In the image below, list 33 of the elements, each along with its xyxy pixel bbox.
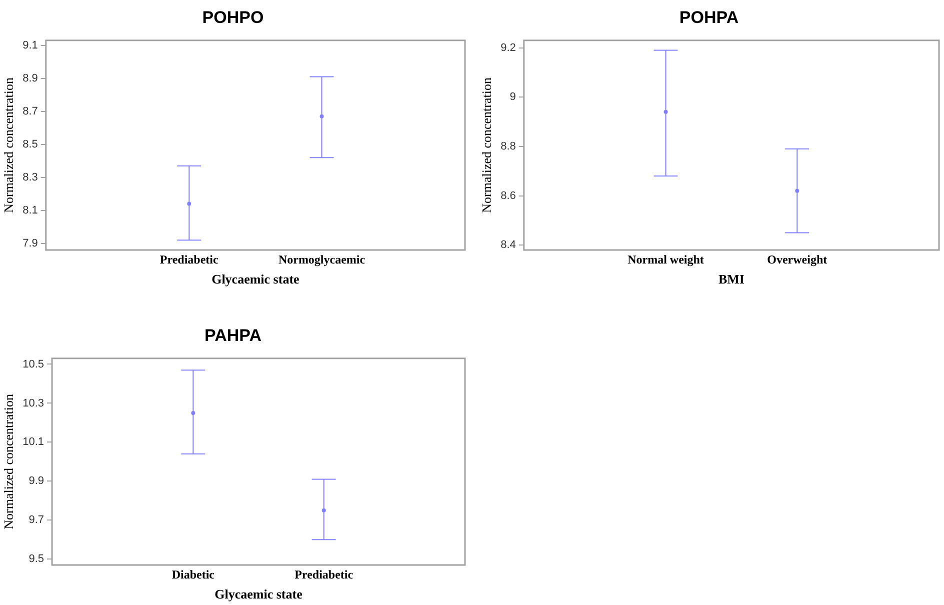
y-tick-label: 8.9 xyxy=(22,72,38,84)
x-tick-label: Prediabetic xyxy=(160,252,220,266)
y-tick-label: 8.3 xyxy=(22,171,38,184)
y-axis-title: Normalized concentration xyxy=(1,394,16,530)
x-axis-title: Glycaemic state xyxy=(212,272,300,287)
x-tick-label: Normoglycaemic xyxy=(278,252,366,266)
x-axis-title: Glycaemic state xyxy=(214,586,303,602)
y-tick-label: 10.3 xyxy=(22,397,44,410)
x-tick-label: Overweight xyxy=(767,252,828,266)
chart-title: POHPA xyxy=(679,8,739,27)
chart-title: POHPO xyxy=(202,8,264,27)
y-tick-label: 8.8 xyxy=(500,140,516,152)
y-tick-label: 9.5 xyxy=(28,553,44,566)
y-tick-label: 8.5 xyxy=(22,138,38,150)
x-tick-label: Prediabetic xyxy=(294,567,354,582)
y-tick-label: 10.5 xyxy=(22,358,44,370)
y-tick-label: 9.9 xyxy=(28,475,44,488)
y-tick-label: 10.1 xyxy=(22,436,44,448)
y-axis-title: Normalized concentration xyxy=(479,77,494,213)
y-tick-label: 9.7 xyxy=(28,514,44,526)
y-axis-title: Normalized concentration xyxy=(1,77,16,213)
x-axis-title: BMI xyxy=(718,272,744,287)
chart-title: PAHPA xyxy=(204,326,262,345)
x-tick-label: Diabetic xyxy=(172,567,216,582)
y-tick-label: 8.6 xyxy=(500,190,516,202)
y-tick-label: 9.2 xyxy=(500,42,516,54)
y-tick-label: 8.4 xyxy=(500,239,516,252)
y-tick-label: 8.1 xyxy=(22,204,38,216)
y-tick-label: 8.7 xyxy=(22,105,38,118)
y-tick-label: 9 xyxy=(510,91,516,104)
x-tick-label: Normal weight xyxy=(628,252,704,266)
y-tick-label: 7.9 xyxy=(22,237,38,250)
y-tick-label: 9.1 xyxy=(22,39,38,52)
